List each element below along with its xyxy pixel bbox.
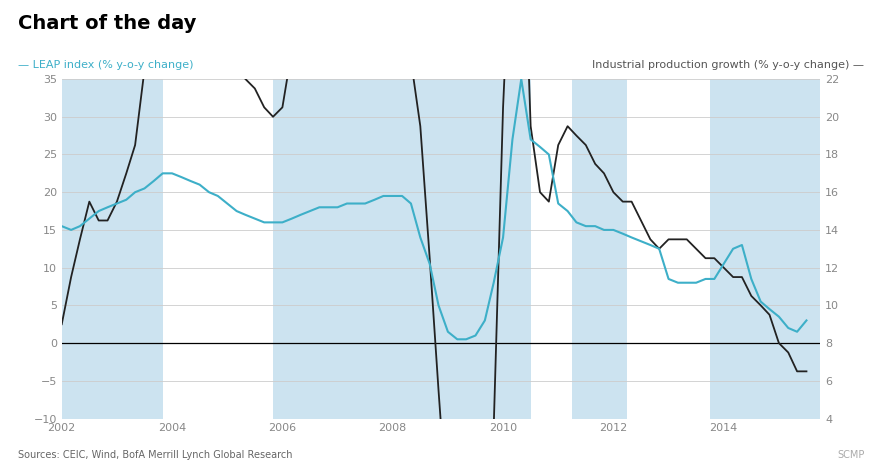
Text: SCMP: SCMP [837,450,864,460]
Text: Industrial production growth (% y-o-y change) —: Industrial production growth (% y-o-y ch… [593,60,864,71]
Text: Sources: CEIC, Wind, BofA Merrill Lynch Global Research: Sources: CEIC, Wind, BofA Merrill Lynch … [18,450,292,460]
Bar [273,79,531,418]
Bar [62,79,162,418]
Text: Chart of the day: Chart of the day [18,14,196,33]
Text: — LEAP index (% y-o-y change): — LEAP index (% y-o-y change) [18,60,193,71]
Bar [710,79,820,418]
Bar [572,79,627,418]
